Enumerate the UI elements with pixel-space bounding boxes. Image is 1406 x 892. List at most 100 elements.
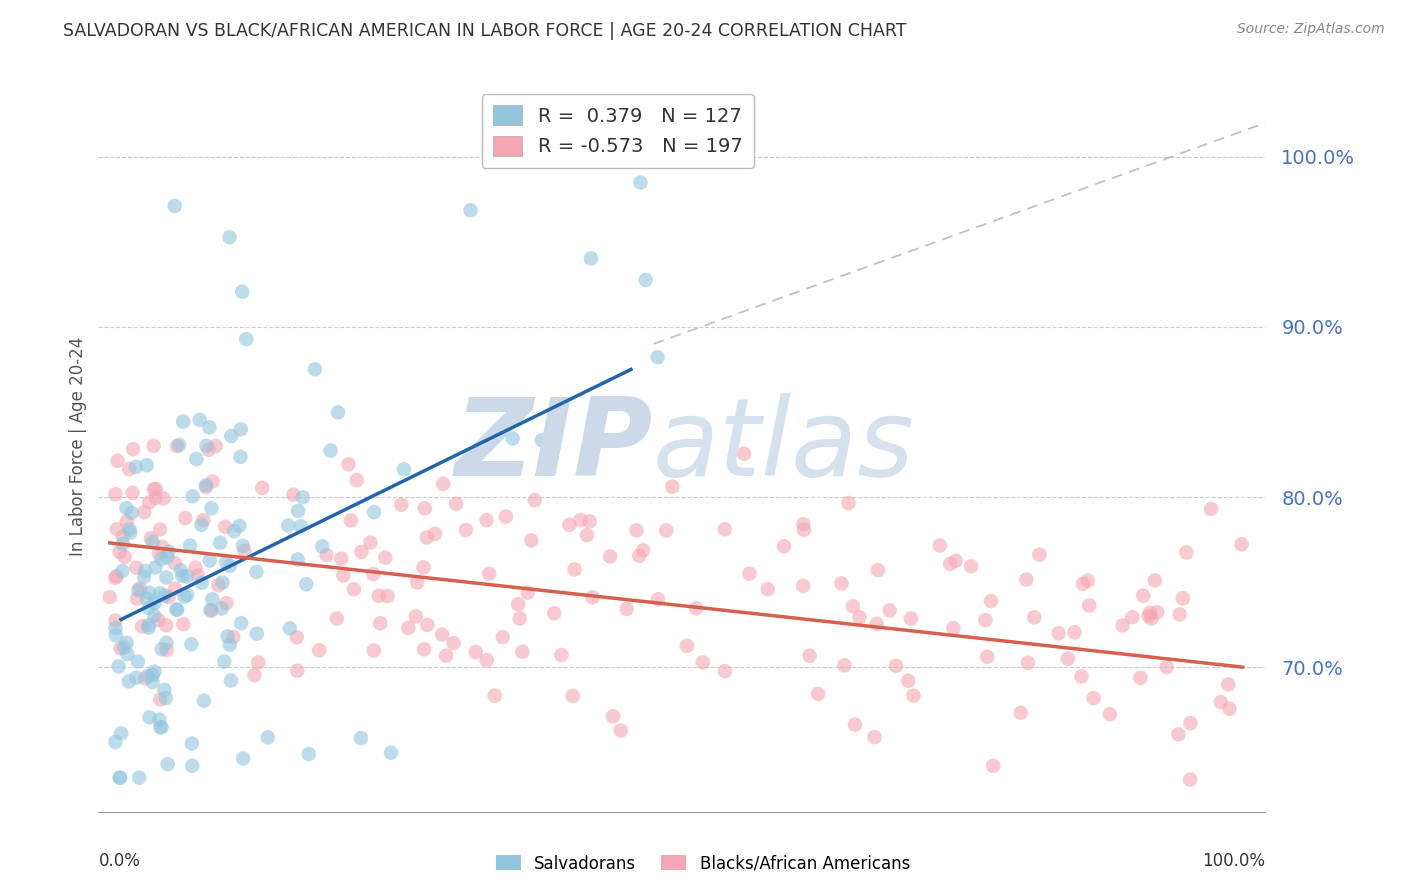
Point xyxy=(143,596,166,610)
Point xyxy=(416,618,439,632)
Point xyxy=(834,658,856,673)
Point xyxy=(363,643,385,657)
Point xyxy=(105,522,128,536)
Point xyxy=(460,203,482,218)
Point xyxy=(138,586,160,600)
Point xyxy=(218,559,240,574)
Point xyxy=(773,540,796,554)
Point xyxy=(586,152,609,166)
Point xyxy=(343,582,366,597)
Point xyxy=(198,420,221,434)
Point xyxy=(243,668,266,682)
Point xyxy=(520,533,543,548)
Point xyxy=(396,621,419,635)
Point xyxy=(231,616,253,631)
Point xyxy=(134,564,156,578)
Point xyxy=(1015,573,1038,587)
Point xyxy=(224,524,246,539)
Point xyxy=(287,552,309,566)
Y-axis label: In Labor Force | Age 20-24: In Labor Force | Age 20-24 xyxy=(69,336,87,556)
Point xyxy=(900,611,922,625)
Point xyxy=(974,613,997,627)
Point xyxy=(330,551,353,566)
Text: ZIP: ZIP xyxy=(454,393,652,499)
Point xyxy=(561,689,583,703)
Point xyxy=(326,611,349,625)
Point xyxy=(214,520,236,534)
Point xyxy=(311,540,333,554)
Point xyxy=(157,544,180,558)
Point xyxy=(150,720,173,734)
Point xyxy=(558,517,581,532)
Point xyxy=(150,642,173,657)
Point xyxy=(287,504,309,518)
Point xyxy=(138,618,160,632)
Point xyxy=(423,526,446,541)
Point xyxy=(960,559,983,574)
Point xyxy=(129,582,152,596)
Point xyxy=(1047,626,1070,640)
Point xyxy=(844,717,866,731)
Point xyxy=(104,621,127,635)
Point xyxy=(793,523,815,537)
Point xyxy=(139,531,162,545)
Point xyxy=(134,672,156,686)
Point xyxy=(599,549,621,564)
Point xyxy=(626,524,648,538)
Point xyxy=(278,621,301,635)
Point xyxy=(1063,625,1085,640)
Point xyxy=(111,537,134,551)
Point xyxy=(108,545,131,559)
Point xyxy=(111,564,134,578)
Point xyxy=(630,176,652,190)
Point xyxy=(180,637,202,651)
Point xyxy=(738,566,761,581)
Point xyxy=(277,518,299,533)
Point xyxy=(602,709,624,723)
Point xyxy=(222,630,245,644)
Point xyxy=(285,664,308,678)
Point xyxy=(346,473,368,487)
Point xyxy=(634,273,657,287)
Point xyxy=(1098,707,1121,722)
Point xyxy=(163,556,186,570)
Point xyxy=(142,439,165,453)
Point xyxy=(569,513,592,527)
Point xyxy=(374,550,396,565)
Point xyxy=(191,575,214,590)
Point xyxy=(1070,669,1092,683)
Point xyxy=(190,517,212,532)
Point xyxy=(118,522,141,536)
Point xyxy=(337,458,360,472)
Point xyxy=(218,230,240,244)
Point xyxy=(416,531,439,545)
Point xyxy=(125,560,148,574)
Point xyxy=(149,692,172,706)
Point xyxy=(215,556,238,570)
Point xyxy=(1143,574,1166,588)
Point xyxy=(1137,608,1160,623)
Point xyxy=(186,452,208,467)
Point xyxy=(209,535,232,549)
Point xyxy=(142,535,165,549)
Point xyxy=(219,673,242,688)
Point xyxy=(187,568,209,582)
Point xyxy=(231,285,253,299)
Point xyxy=(108,771,131,785)
Point xyxy=(903,689,925,703)
Point xyxy=(1209,695,1232,709)
Point xyxy=(842,599,865,614)
Point xyxy=(928,539,950,553)
Point xyxy=(141,668,163,682)
Point xyxy=(127,583,149,598)
Point xyxy=(647,350,669,364)
Point xyxy=(148,613,170,627)
Point xyxy=(104,614,127,628)
Point xyxy=(112,640,135,655)
Point xyxy=(676,639,699,653)
Point xyxy=(884,658,907,673)
Point xyxy=(110,641,132,656)
Point xyxy=(155,636,177,650)
Point xyxy=(157,590,180,604)
Point xyxy=(122,442,145,457)
